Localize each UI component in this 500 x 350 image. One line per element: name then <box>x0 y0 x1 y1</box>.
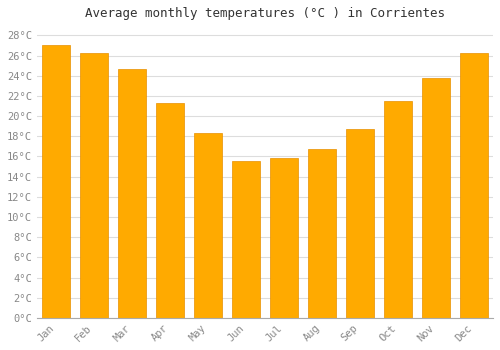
Bar <box>346 129 374 318</box>
Bar <box>232 161 260 318</box>
Title: Average monthly temperatures (°C ) in Corrientes: Average monthly temperatures (°C ) in Co… <box>85 7 445 20</box>
Bar <box>194 133 222 318</box>
Bar <box>422 78 450 318</box>
Bar <box>308 149 336 318</box>
Bar <box>118 69 146 318</box>
Bar <box>270 159 298 318</box>
Bar <box>42 46 70 318</box>
Bar <box>156 103 184 318</box>
Bar <box>384 101 412 318</box>
Bar <box>460 52 488 318</box>
Bar <box>80 52 108 318</box>
